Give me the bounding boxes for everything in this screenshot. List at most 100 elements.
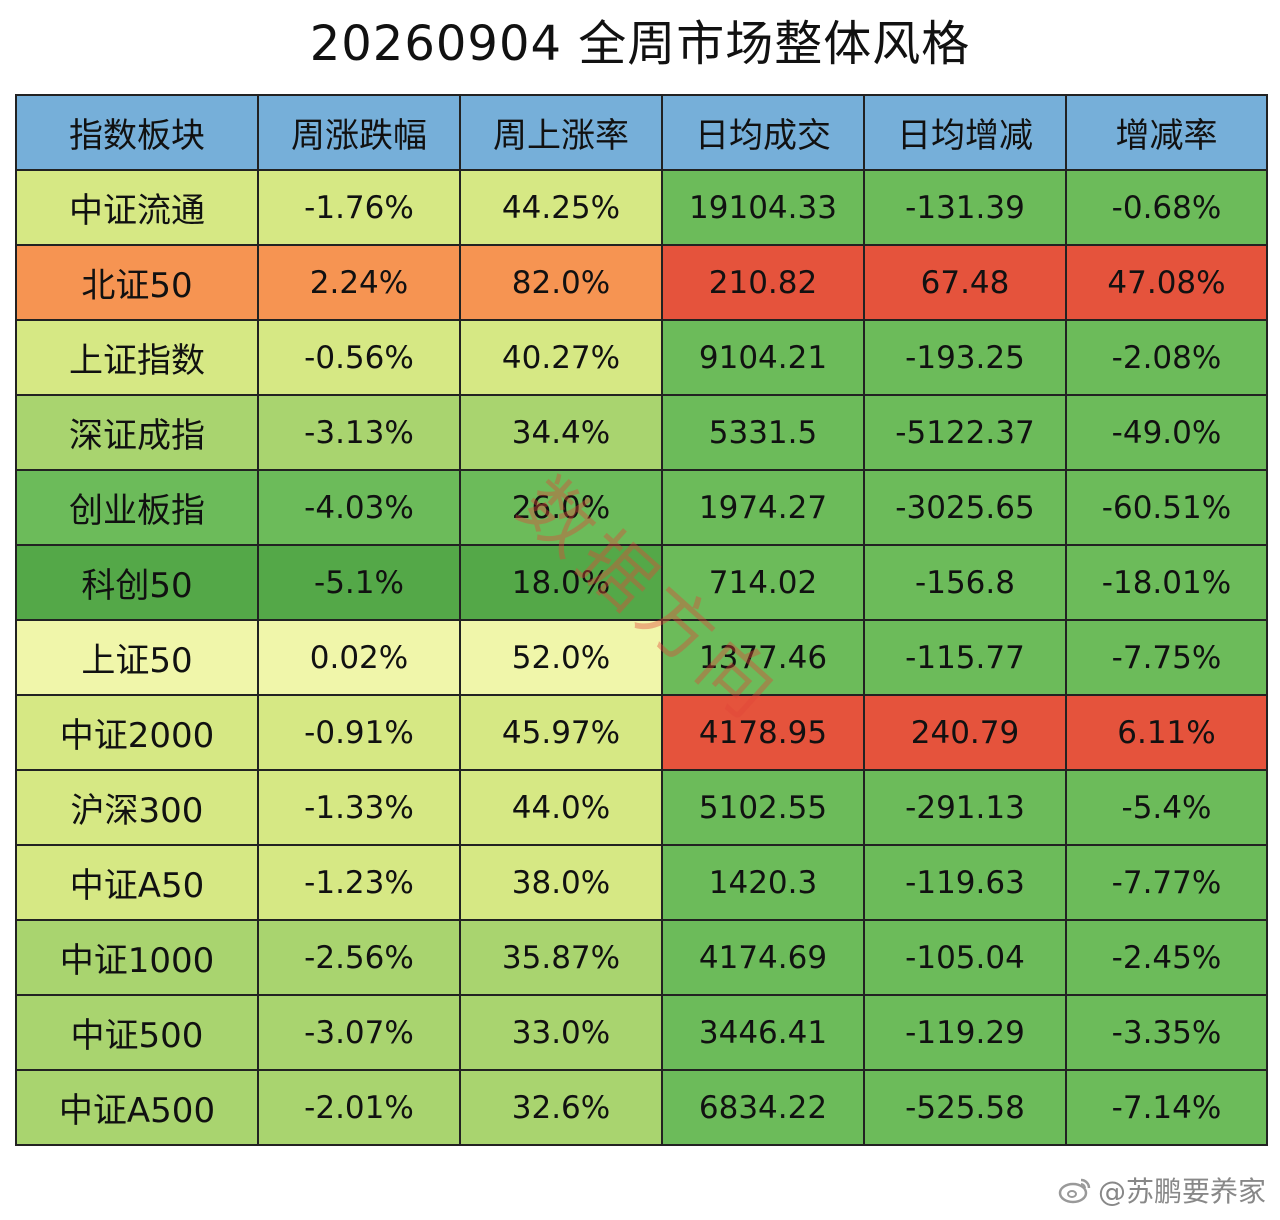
cell-index-sector: 北证50 <box>15 244 259 321</box>
cell-change-rate: -3.35% <box>1065 994 1268 1071</box>
cell-daily-avg-change: -193.25 <box>863 319 1067 396</box>
table-row: 北证50 2.24% 82.0% 210.82 67.48 47.08% <box>15 244 1268 321</box>
cell-change-rate: -60.51% <box>1065 469 1268 546</box>
cell-daily-avg-turnover: 6834.22 <box>661 1069 865 1146</box>
cell-index-sector: 中证A500 <box>15 1069 259 1146</box>
cell-change-rate: -7.75% <box>1065 619 1268 696</box>
cell-change-rate: -18.01% <box>1065 544 1268 621</box>
cell-weekly-change: -5.1% <box>257 544 461 621</box>
cell-change-rate: -7.77% <box>1065 844 1268 921</box>
cell-weekly-change: -0.91% <box>257 694 461 771</box>
table-row: 上证指数 -0.56% 40.27% 9104.21 -193.25 -2.08% <box>15 319 1268 396</box>
header-daily-avg-turnover: 日均成交 <box>661 94 865 171</box>
cell-weekly-up-rate: 26.0% <box>459 469 663 546</box>
cell-daily-avg-turnover: 5331.5 <box>661 394 865 471</box>
cell-index-sector: 沪深300 <box>15 769 259 846</box>
cell-index-sector: 中证500 <box>15 994 259 1071</box>
cell-change-rate: 6.11% <box>1065 694 1268 771</box>
cell-index-sector: 中证2000 <box>15 694 259 771</box>
cell-index-sector: 科创50 <box>15 544 259 621</box>
cell-daily-avg-change: -156.8 <box>863 544 1067 621</box>
cell-index-sector: 深证成指 <box>15 394 259 471</box>
market-style-table: 指数板块 周涨跌幅 周上涨率 日均成交 日均增减 增减率 中证流通 -1.76% 4… <box>15 94 1268 1146</box>
cell-daily-avg-change: -5122.37 <box>863 394 1067 471</box>
table-row: 深证成指 -3.13% 34.4% 5331.5 -5122.37 -49.0% <box>15 394 1268 471</box>
cell-daily-avg-change: -115.77 <box>863 619 1067 696</box>
header-index-sector: 指数板块 <box>15 94 259 171</box>
table-row: 沪深300 -1.33% 44.0% 5102.55 -291.13 -5.4% <box>15 769 1268 846</box>
cell-daily-avg-turnover: 1377.46 <box>661 619 865 696</box>
cell-weekly-up-rate: 82.0% <box>459 244 663 321</box>
table-row: 中证A500 -2.01% 32.6% 6834.22 -525.58 -7.14% <box>15 1069 1268 1146</box>
cell-daily-avg-change: -131.39 <box>863 169 1067 246</box>
cell-weekly-up-rate: 52.0% <box>459 619 663 696</box>
header-weekly-up-rate: 周上涨率 <box>459 94 663 171</box>
cell-change-rate: 47.08% <box>1065 244 1268 321</box>
cell-daily-avg-change: -105.04 <box>863 919 1067 996</box>
cell-weekly-change: 0.02% <box>257 619 461 696</box>
cell-daily-avg-change: 67.48 <box>863 244 1067 321</box>
cell-weekly-change: -3.13% <box>257 394 461 471</box>
cell-weekly-change: -1.33% <box>257 769 461 846</box>
chart-title: 20260904 全周市场整体风格 <box>309 16 971 72</box>
cell-change-rate: -7.14% <box>1065 1069 1268 1146</box>
cell-weekly-change: -1.76% <box>257 169 461 246</box>
table-body: 中证流通 -1.76% 44.25% 19104.33 -131.39 -0.68% 北证5… <box>15 169 1268 1146</box>
cell-weekly-up-rate: 44.0% <box>459 769 663 846</box>
cell-weekly-change: -4.03% <box>257 469 461 546</box>
cell-change-rate: -2.45% <box>1065 919 1268 996</box>
cell-weekly-up-rate: 45.97% <box>459 694 663 771</box>
cell-change-rate: -2.08% <box>1065 319 1268 396</box>
cell-weekly-change: -3.07% <box>257 994 461 1071</box>
cell-weekly-up-rate: 32.6% <box>459 1069 663 1146</box>
cell-weekly-up-rate: 34.4% <box>459 394 663 471</box>
cell-weekly-up-rate: 33.0% <box>459 994 663 1071</box>
credit: @苏鹏要养家 <box>1058 1170 1266 1210</box>
cell-weekly-change: -2.01% <box>257 1069 461 1146</box>
cell-weekly-change: -1.23% <box>257 844 461 921</box>
cell-daily-avg-turnover: 210.82 <box>661 244 865 321</box>
table-row: 中证2000 -0.91% 45.97% 4178.95 240.79 6.11% <box>15 694 1268 771</box>
cell-index-sector: 创业板指 <box>15 469 259 546</box>
cell-daily-avg-change: -525.58 <box>863 1069 1067 1146</box>
cell-daily-avg-change: -119.29 <box>863 994 1067 1071</box>
cell-daily-avg-turnover: 4174.69 <box>661 919 865 996</box>
cell-daily-avg-turnover: 5102.55 <box>661 769 865 846</box>
cell-index-sector: 中证流通 <box>15 169 259 246</box>
cell-daily-avg-change: -119.63 <box>863 844 1067 921</box>
credit-text: @苏鹏要养家 <box>1097 1175 1266 1208</box>
cell-daily-avg-turnover: 4178.95 <box>661 694 865 771</box>
cell-index-sector: 中证1000 <box>15 919 259 996</box>
cell-daily-avg-turnover: 1420.3 <box>661 844 865 921</box>
header-daily-avg-change: 日均增减 <box>863 94 1067 171</box>
weibo-icon <box>1058 1176 1092 1204</box>
table-row: 创业板指 -4.03% 26.0% 1974.27 -3025.65 -60.51% <box>15 469 1268 546</box>
cell-weekly-change: -2.56% <box>257 919 461 996</box>
table-row: 上证50 0.02% 52.0% 1377.46 -115.77 -7.75% <box>15 619 1268 696</box>
header-row: 指数板块 周涨跌幅 周上涨率 日均成交 日均增减 增减率 <box>15 94 1268 171</box>
cell-weekly-change: -0.56% <box>257 319 461 396</box>
cell-index-sector: 中证A50 <box>15 844 259 921</box>
cell-daily-avg-change: -3025.65 <box>863 469 1067 546</box>
cell-change-rate: -49.0% <box>1065 394 1268 471</box>
cell-daily-avg-change: -291.13 <box>863 769 1067 846</box>
cell-daily-avg-turnover: 19104.33 <box>661 169 865 246</box>
cell-weekly-up-rate: 38.0% <box>459 844 663 921</box>
header-change-rate: 增减率 <box>1065 94 1268 171</box>
cell-daily-avg-turnover: 9104.21 <box>661 319 865 396</box>
cell-daily-avg-turnover: 714.02 <box>661 544 865 621</box>
table-row: 中证A50 -1.23% 38.0% 1420.3 -119.63 -7.77% <box>15 844 1268 921</box>
cell-weekly-up-rate: 18.0% <box>459 544 663 621</box>
cell-change-rate: -5.4% <box>1065 769 1268 846</box>
cell-daily-avg-turnover: 1974.27 <box>661 469 865 546</box>
table-row: 中证1000 -2.56% 35.87% 4174.69 -105.04 -2.45% <box>15 919 1268 996</box>
cell-weekly-up-rate: 35.87% <box>459 919 663 996</box>
cell-index-sector: 上证50 <box>15 619 259 696</box>
cell-daily-avg-change: 240.79 <box>863 694 1067 771</box>
cell-index-sector: 上证指数 <box>15 319 259 396</box>
cell-weekly-up-rate: 40.27% <box>459 319 663 396</box>
header-weekly-change: 周涨跌幅 <box>257 94 461 171</box>
cell-weekly-up-rate: 44.25% <box>459 169 663 246</box>
cell-weekly-change: 2.24% <box>257 244 461 321</box>
table-row: 科创50 -5.1% 18.0% 714.02 -156.8 -18.01% <box>15 544 1268 621</box>
